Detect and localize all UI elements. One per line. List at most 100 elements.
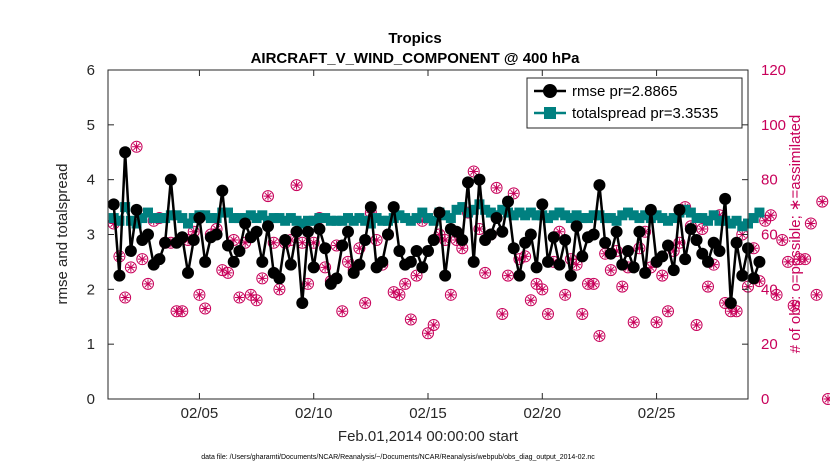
totalspread-point [594, 210, 605, 221]
obs-possible-circle [770, 288, 783, 301]
obs-assimilated-star [692, 320, 702, 330]
totalspread-point [560, 210, 571, 221]
totalspread-point [308, 215, 319, 226]
obs-count-marker [627, 316, 640, 329]
obs-count-marker [787, 299, 800, 312]
obs-count-marker [633, 242, 646, 255]
totalspread-point [497, 204, 508, 215]
obs-count-marker [507, 187, 520, 200]
obs-possible-circle [542, 308, 554, 321]
rmse-point [393, 244, 406, 257]
obs-assimilated-star [412, 271, 422, 281]
obs-count-marker [804, 217, 817, 230]
totalspread-point [548, 210, 559, 221]
rmse-point [427, 233, 440, 246]
obs-count-marker [119, 291, 132, 304]
totalspread-point [565, 213, 576, 224]
totalspread-point [691, 213, 702, 224]
y-tick-label: 4 [87, 172, 95, 189]
totalspread-point [525, 207, 536, 218]
totalspread-point [583, 213, 593, 224]
rmse-point [702, 255, 714, 268]
totalspread-point [451, 204, 462, 215]
obs-count-marker [690, 318, 703, 331]
rmse-point [656, 250, 669, 263]
obs-assimilated-star [697, 224, 707, 234]
rmse-point [633, 225, 646, 238]
totalspread-point [485, 207, 496, 218]
obs-assimilated-star [132, 142, 142, 152]
rmse-point [130, 203, 143, 216]
obs-possible-circle [730, 305, 743, 318]
obs-assimilated-star [663, 306, 673, 316]
rmse-point [587, 228, 600, 241]
obs-assimilated-star [714, 210, 724, 220]
rmse-point [667, 264, 680, 277]
totalspread-point [731, 215, 742, 226]
totalspread-point [668, 213, 679, 224]
rmse-point [690, 233, 703, 246]
obs-possible-circle [250, 294, 263, 307]
obs-possible-circle [787, 299, 800, 312]
rmse-point [753, 255, 766, 268]
obs-assimilated-star [526, 295, 536, 305]
rmse-point [639, 266, 652, 279]
rmse-point [462, 176, 474, 189]
obs-count-marker [519, 250, 532, 263]
obs-assimilated-star [766, 210, 776, 220]
x-tick-label: 02/20 [524, 405, 562, 422]
totalspread-point [120, 202, 131, 213]
rmse-point [724, 297, 737, 310]
totalspread-point [474, 199, 485, 210]
totalspread-point [640, 210, 651, 221]
totalspread-point [377, 215, 388, 226]
rmse-point [273, 272, 286, 285]
totalspread-point [417, 207, 428, 218]
obs-possible-circle [233, 291, 246, 304]
obs-possible-circle [359, 297, 372, 310]
totalspread-point [337, 215, 348, 226]
obs-possible-circle [810, 288, 823, 301]
obs-assimilated-star [320, 262, 330, 272]
obs-possible-circle [650, 316, 663, 329]
obs-assimilated-star [406, 314, 416, 324]
obs-assimilated-star [554, 227, 564, 237]
obs-assimilated-star [189, 227, 199, 237]
obs-assimilated-star [252, 295, 262, 305]
rmse-point [536, 198, 549, 211]
obs-possible-circle [507, 187, 520, 200]
rmse-point [439, 269, 452, 282]
obs-assimilated-star [594, 331, 604, 341]
obs-possible-circle [633, 242, 646, 255]
obs-assimilated-star [434, 230, 444, 239]
x-tick-label: 02/10 [295, 405, 333, 422]
obs-count-marker [799, 253, 812, 266]
obs-possible-circle [262, 190, 274, 203]
obs-possible-circle [353, 242, 366, 255]
obs-possible-circle [399, 277, 412, 290]
rmse-point [107, 198, 120, 211]
obs-count-marker [302, 277, 314, 290]
rmse-point [673, 203, 686, 216]
totalspread-point [365, 218, 376, 229]
totalspread-point [520, 210, 531, 221]
obs-count-marker [250, 294, 263, 307]
obs-possible-circle [256, 272, 269, 285]
legend-spread-label: totalspread pr=3.3535 [572, 105, 718, 122]
rmse-point [604, 247, 617, 260]
totalspread-point [205, 213, 216, 224]
rmse-point [627, 261, 640, 274]
obs-assimilated-star [354, 243, 364, 253]
totalspread-point [343, 213, 353, 224]
obs-possible-circle [410, 269, 423, 282]
obs-possible-circle [559, 288, 572, 301]
obs-possible-circle [199, 302, 212, 315]
totalspread-point [508, 210, 519, 221]
rmse-point [159, 236, 172, 249]
obs-assimilated-star [417, 216, 427, 226]
rmse-point [502, 195, 514, 208]
totalspread-point [228, 213, 239, 224]
obs-count-marker [810, 288, 823, 301]
rmse-point [473, 173, 486, 186]
